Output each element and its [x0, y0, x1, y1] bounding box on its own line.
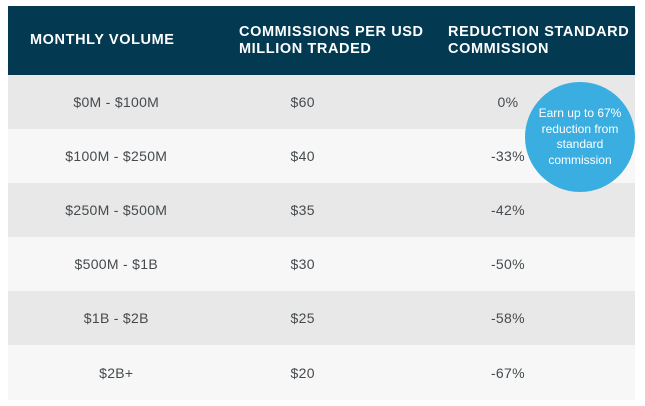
table-row: $250M - $500M $35 -42% [8, 183, 635, 237]
reduction-cell: -42% [490, 202, 525, 218]
volume-cell: $1B - $2B [83, 310, 149, 326]
table-row: $2B+ $20 -67% [8, 345, 635, 400]
promo-bubble: Earn up to 67% reduction from standard c… [525, 82, 635, 192]
header-reduction: REDUCTION STANDARD COMMISSION [448, 23, 630, 57]
commission-cell: $40 [290, 148, 315, 164]
volume-cell: $100M - $250M [65, 148, 168, 164]
volume-cell: $0M - $100M [73, 94, 160, 110]
commission-cell: $35 [290, 202, 315, 218]
commission-cell: $20 [290, 364, 315, 381]
table-row: $500M - $1B $30 -50% [8, 237, 635, 291]
volume-cell: $500M - $1B [74, 256, 158, 272]
promo-bubble-text: Earn up to 67% reduction from standard c… [538, 106, 622, 167]
reduction-cell: -50% [490, 256, 525, 272]
commission-cell: $60 [290, 94, 315, 110]
commission-cell: $25 [290, 310, 315, 326]
reduction-cell: 0% [497, 94, 519, 110]
volume-cell: $2B+ [99, 364, 134, 381]
table-row: $1B - $2B $25 -58% [8, 291, 635, 345]
header-commissions-per-million: COMMISSIONS PER USD MILLION TRADED [239, 23, 424, 57]
table-header: MONTHLY VOLUME COMMISSIONS PER USD MILLI… [8, 6, 635, 75]
table-row: $0M - $100M $60 0% [8, 75, 635, 129]
commission-table: MONTHLY VOLUME COMMISSIONS PER USD MILLI… [8, 6, 635, 400]
commission-cell: $30 [290, 256, 315, 272]
reduction-cell: -67% [490, 364, 525, 381]
reduction-cell: -58% [490, 310, 525, 326]
header-monthly-volume: MONTHLY VOLUME [30, 32, 175, 48]
volume-cell: $250M - $500M [65, 202, 168, 218]
reduction-cell: -33% [490, 148, 525, 164]
